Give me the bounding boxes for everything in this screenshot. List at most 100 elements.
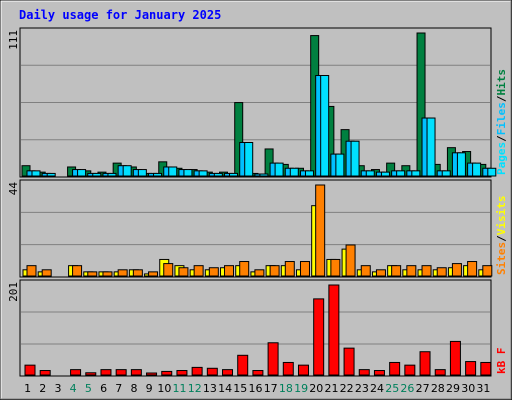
bar-pages-day-28 — [441, 170, 451, 177]
bar-pages-day-24 — [380, 171, 390, 177]
bar-pages-day-19 — [304, 170, 314, 177]
bar-kb-f-day-2 — [39, 370, 51, 376]
day-label-11: 11 — [173, 382, 187, 395]
bar-sites-day-6 — [102, 271, 113, 277]
bar-pages-day-10 — [168, 166, 178, 177]
legend-entry: Files — [495, 102, 508, 135]
legend-entry: Hits — [495, 69, 508, 96]
day-label-6: 6 — [100, 382, 107, 395]
bar-kb-f-day-12 — [191, 366, 203, 376]
bar-kb-f-day-16 — [252, 370, 264, 376]
panel-frame — [19, 179, 492, 278]
legend: kB F — [495, 348, 508, 375]
panel-kbytes: 201 kB F — [7, 279, 508, 377]
bar-kb-f-day-27 — [419, 351, 431, 376]
day-label-9: 9 — [146, 382, 153, 395]
day-label-29: 29 — [446, 382, 460, 395]
bar-pages-day-14 — [229, 172, 239, 177]
bar-kb-f-day-17 — [267, 342, 279, 376]
bar-pages-day-20 — [320, 75, 330, 177]
bar-sites-day-15 — [239, 261, 250, 277]
legend-entry: Sites — [495, 242, 508, 275]
day-label-23: 23 — [355, 382, 369, 395]
bar-pages-day-30 — [472, 162, 482, 177]
y-max-label: 44 — [7, 182, 20, 196]
bar-sites-day-16 — [254, 269, 265, 277]
bar-pages-day-13 — [213, 172, 223, 177]
day-label-16: 16 — [249, 382, 263, 395]
bar-pages-day-23 — [365, 170, 375, 177]
bar-kb-f-day-14 — [222, 369, 234, 376]
bar-sites-day-8 — [132, 269, 143, 277]
bar-pages-day-9 — [153, 172, 163, 177]
bar-sites-day-22 — [345, 244, 356, 277]
bar-pages-day-2 — [46, 172, 56, 177]
bar-sites-day-7 — [117, 269, 128, 277]
bar-pages-day-5 — [92, 172, 102, 177]
bar-sites-day-2 — [41, 269, 52, 277]
bar-kb-f-day-4 — [70, 369, 82, 376]
bar-kb-f-day-30 — [465, 361, 477, 376]
bar-hits-day-17 — [264, 148, 274, 177]
bar-hits-day-25 — [386, 162, 396, 177]
day-label-8: 8 — [130, 382, 137, 395]
bar-sites-day-14 — [224, 265, 235, 277]
bar-pages-day-8 — [137, 169, 147, 177]
bar-kb-f-day-10 — [161, 370, 173, 376]
bar-sites-day-12 — [193, 265, 204, 277]
day-label-19: 19 — [294, 382, 308, 395]
bar-sites-day-28 — [436, 267, 447, 277]
day-label-2: 2 — [39, 382, 46, 395]
day-label-15: 15 — [233, 382, 247, 395]
day-label-13: 13 — [203, 382, 217, 395]
bar-pages-day-22 — [350, 140, 360, 177]
day-label-17: 17 — [264, 382, 278, 395]
bar-kb-f-day-22 — [343, 347, 355, 376]
bar-pages-day-1 — [31, 170, 41, 177]
legend-entry: / — [495, 135, 508, 142]
bar-kb-f-day-21 — [328, 284, 340, 376]
bar-sites-day-9 — [148, 271, 159, 277]
day-label-31: 31 — [476, 382, 490, 395]
bar-kb-f-day-18 — [282, 361, 294, 376]
day-label-30: 30 — [461, 382, 475, 395]
bar-sites-day-11 — [178, 267, 189, 277]
bar-kb-f-day-28 — [434, 369, 446, 376]
bar-sites-day-21 — [330, 258, 341, 277]
bar-kb-f-day-20 — [313, 298, 325, 376]
bar-sites-day-23 — [360, 265, 371, 277]
bar-pages-day-29 — [456, 152, 466, 177]
bar-sites-day-19 — [299, 261, 310, 277]
bar-kb-f-day-31 — [480, 361, 492, 376]
day-label-27: 27 — [416, 382, 430, 395]
bar-sites-day-5 — [87, 271, 98, 277]
bar-sites-day-4 — [72, 265, 83, 277]
legend-entry: / — [495, 95, 508, 102]
day-label-22: 22 — [340, 382, 354, 395]
day-label-20: 20 — [309, 382, 323, 395]
bar-kb-f-day-29 — [449, 340, 461, 376]
day-label-1: 1 — [24, 382, 31, 395]
bar-sites-day-29 — [451, 263, 462, 277]
bar-sites-day-13 — [208, 267, 219, 277]
day-label-12: 12 — [188, 382, 202, 395]
panel-sites_visits: 44 Sites/Visits — [7, 179, 508, 278]
day-label-5: 5 — [85, 382, 92, 395]
bar-sites-day-17 — [269, 265, 280, 277]
bar-sites-day-1 — [26, 265, 37, 277]
day-label-21: 21 — [324, 382, 338, 395]
legend-entry: Visits — [495, 196, 508, 236]
legend-entry: Pages — [495, 142, 508, 175]
bar-sites-day-10 — [163, 263, 174, 277]
bar-sites-day-31 — [482, 265, 493, 277]
bar-kb-f-day-1 — [24, 364, 36, 376]
bar-kb-f-day-6 — [100, 369, 112, 376]
bar-kb-f-day-25 — [389, 361, 401, 376]
bar-sites-day-25 — [391, 265, 402, 277]
legend-entry: / — [495, 235, 508, 242]
bar-kb-f-day-23 — [358, 369, 370, 376]
panel-frame — [19, 279, 492, 377]
y-max-label: 201 — [7, 282, 20, 302]
